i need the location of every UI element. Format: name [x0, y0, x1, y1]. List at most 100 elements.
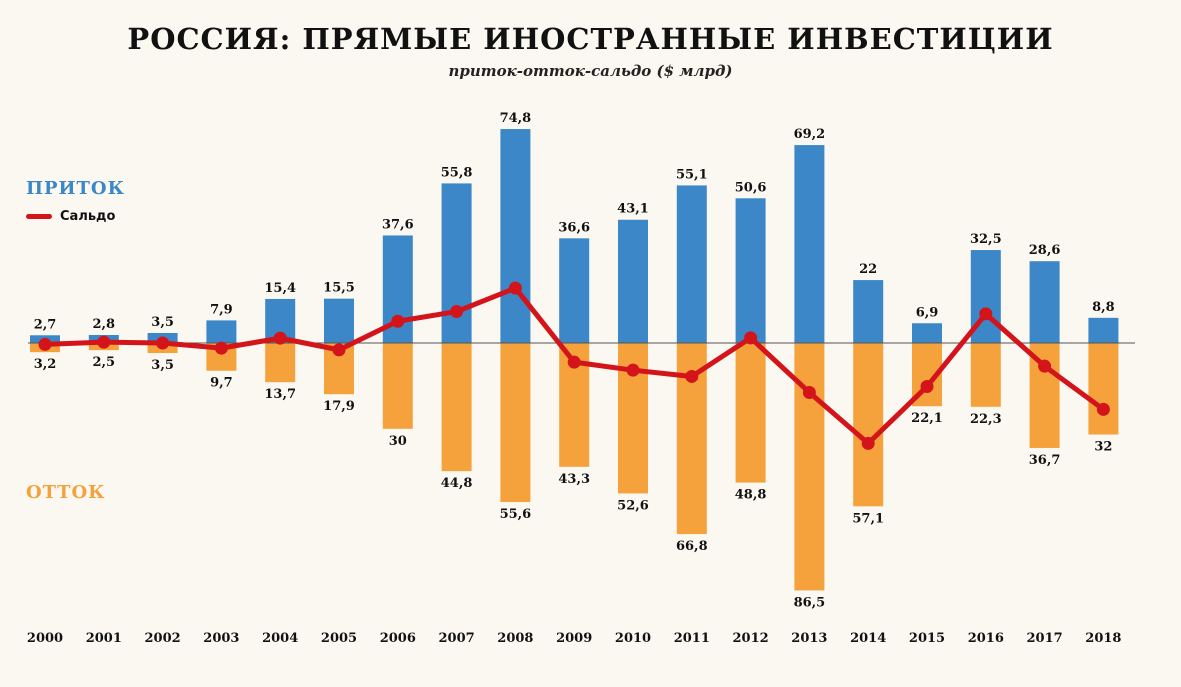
- inflow-label-2016: 32,5: [970, 232, 1002, 247]
- outflow-bar-2006: [382, 343, 413, 429]
- outflow-bars: [30, 343, 1119, 591]
- outflow-label-2015: 22,1: [911, 411, 943, 426]
- inflow-label-2002: 3,5: [151, 315, 174, 330]
- year-label-2001: 2001: [86, 631, 122, 646]
- inflow-label-2004: 15,4: [264, 281, 296, 296]
- inflow-bar-2017: [1029, 261, 1060, 343]
- inflow-label-2017: 28,6: [1029, 243, 1061, 258]
- inflow-label-2000: 2,7: [34, 317, 57, 332]
- saldo-point-2007: [450, 305, 464, 319]
- year-label-2005: 2005: [321, 631, 357, 646]
- inflow-bar-2014: [853, 280, 884, 343]
- inflow-label-2010: 43,1: [617, 202, 649, 217]
- outflow-label-2001: 2,5: [92, 355, 115, 370]
- inflow-bar-2003: [206, 320, 237, 343]
- outflow-label-2018: 32: [1094, 440, 1112, 455]
- outflow-label-2007: 44,8: [441, 476, 473, 491]
- outflow-bar-2018: [1088, 343, 1119, 435]
- outflow-bar-2016: [970, 343, 1001, 407]
- year-label-2011: 2011: [674, 631, 710, 646]
- inflow-label-2014: 22: [859, 262, 877, 277]
- saldo-point-2006: [391, 314, 405, 328]
- outflow-label-2003: 9,7: [210, 376, 233, 391]
- saldo-point-2005: [332, 343, 346, 357]
- outflow-label-2006: 30: [389, 434, 407, 449]
- saldo-point-2011: [685, 369, 699, 383]
- saldo-point-2010: [626, 363, 640, 377]
- saldo-point-2016: [979, 307, 993, 321]
- year-label-2018: 2018: [1085, 631, 1121, 646]
- inflow-label-2013: 69,2: [794, 127, 826, 142]
- outflow-label-2010: 52,6: [617, 498, 649, 513]
- year-label-2008: 2008: [497, 631, 533, 646]
- saldo-point-2012: [744, 331, 758, 345]
- inflow-label-2006: 37,6: [382, 217, 414, 232]
- year-axis-labels: 2000 2001 2002 2003 2004 2005 2006 2007 2008 2009…: [27, 631, 1122, 646]
- year-label-2010: 2010: [615, 631, 651, 646]
- inflow-label-2009: 36,6: [558, 220, 590, 235]
- legend-inflow: ПРИТОК: [26, 178, 125, 199]
- outflow-label-2004: 13,7: [264, 387, 296, 402]
- saldo-point-2000: [38, 337, 52, 351]
- year-label-2015: 2015: [909, 631, 945, 646]
- outflow-label-2012: 48,8: [735, 488, 767, 503]
- legend-saldo-swatch: [26, 213, 52, 219]
- outflow-label-2005: 17,9: [323, 399, 355, 414]
- outflow-label-2009: 43,3: [558, 472, 590, 487]
- year-label-2006: 2006: [380, 631, 416, 646]
- inflow-label-2012: 50,6: [735, 180, 767, 195]
- saldo-line: [38, 281, 1110, 450]
- inflow-bar-2009: [559, 238, 590, 343]
- chart-subtitle: приток-отток-сальдо ($ млрд): [448, 62, 733, 80]
- saldo-point-2003: [214, 341, 228, 355]
- inflow-bar-2008: [500, 129, 531, 343]
- outflow-bar-2012: [735, 343, 766, 483]
- outflow-bar-2004: [265, 343, 296, 383]
- outflow-label-2011: 66,8: [676, 539, 708, 554]
- inflow-bar-2013: [794, 145, 825, 343]
- inflow-bar-2005: [324, 298, 354, 343]
- inflow-bar-2007: [441, 183, 472, 343]
- outflow-label-2002: 3,5: [151, 358, 174, 373]
- outflow-label-2016: 22,3: [970, 412, 1002, 427]
- outflow-bar-2014: [853, 343, 884, 507]
- inflow-label-2003: 7,9: [210, 302, 233, 317]
- inflow-bar-2018: [1088, 317, 1119, 343]
- outflow-label-2014: 57,1: [852, 511, 884, 526]
- inflow-bar-2012: [735, 198, 766, 343]
- legend-saldo: Сальдо: [26, 207, 116, 225]
- saldo-point-2017: [1038, 359, 1052, 373]
- legend-saldo-label: Сальдо: [60, 208, 116, 224]
- inflow-label-2018: 8,8: [1092, 300, 1115, 315]
- inflow-bar-2011: [676, 185, 707, 343]
- saldo-point-2008: [508, 281, 522, 295]
- legend-outflow: ОТТОК: [26, 482, 106, 503]
- inflow-label-2005: 15,5: [323, 281, 355, 296]
- outflow-bar-2007: [441, 343, 472, 472]
- year-label-2004: 2004: [262, 631, 298, 646]
- inflow-label-2007: 55,8: [441, 165, 473, 180]
- saldo-point-2015: [920, 379, 934, 393]
- outflow-label-2000: 3,2: [34, 357, 57, 372]
- chart-title: РОССИЯ: ПРЯМЫЕ ИНОСТРАННЫЕ ИНВЕСТИЦИИ: [127, 22, 1054, 56]
- year-label-2013: 2013: [791, 631, 827, 646]
- year-label-2002: 2002: [145, 631, 181, 646]
- saldo-point-2009: [567, 355, 581, 369]
- inflow-label-2015: 6,9: [916, 305, 939, 320]
- saldo-point-2014: [861, 436, 875, 450]
- year-label-2000: 2000: [27, 631, 63, 646]
- value-labels: 2,7 3,2 2,8 2,5 3,5 3,5 7,9 9,7 15,4 13,7 15,5 17,9…: [34, 111, 1115, 610]
- year-label-2003: 2003: [203, 631, 239, 646]
- year-label-2016: 2016: [968, 631, 1004, 646]
- inflow-bar-2015: [912, 323, 942, 343]
- saldo-point-2018: [1096, 402, 1110, 416]
- inflow-bars: [30, 129, 1119, 343]
- saldo-point-2013: [802, 385, 816, 399]
- outflow-label-2013: 86,5: [794, 595, 826, 610]
- year-label-2012: 2012: [733, 631, 769, 646]
- saldo-point-2004: [273, 331, 287, 345]
- outflow-label-2017: 36,7: [1029, 453, 1061, 468]
- outflow-label-2008: 55,6: [500, 507, 532, 522]
- inflow-label-2001: 2,8: [92, 317, 115, 332]
